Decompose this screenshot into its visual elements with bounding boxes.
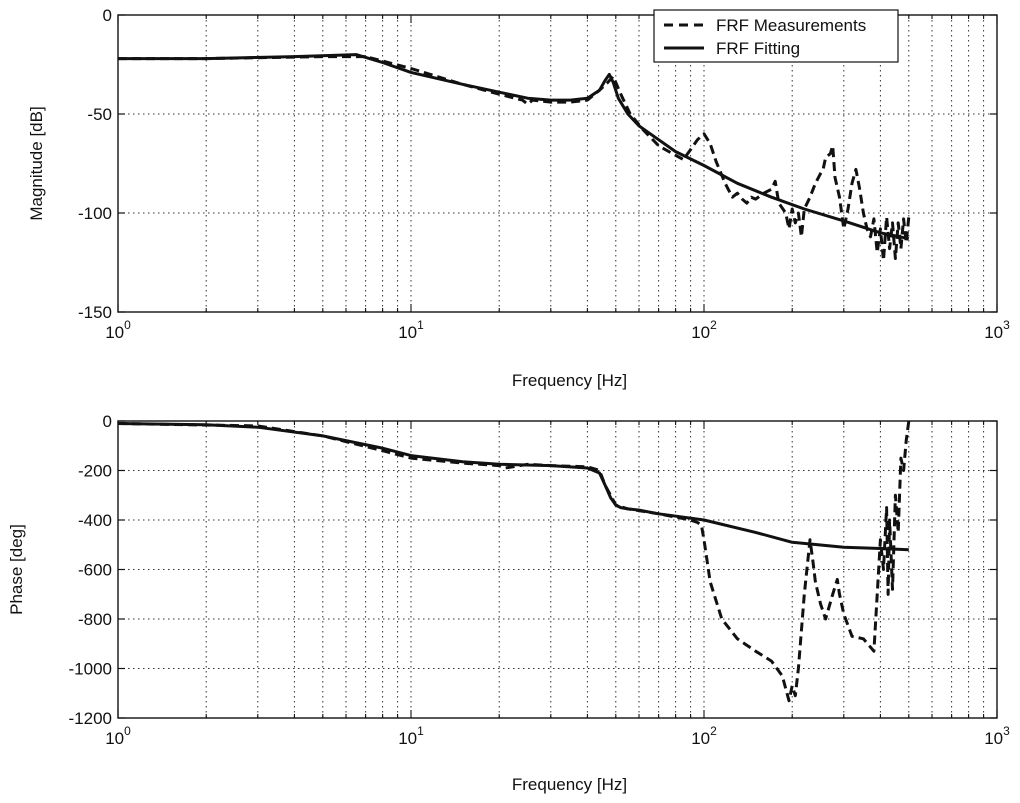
y-tick-label: -200 [78,462,112,481]
legend: FRF Measurements FRF Fitting [653,9,899,63]
y-tick-label: -1000 [69,660,112,679]
series-fitting-line [118,53,910,241]
legend-label: FRF Measurements [716,16,866,35]
y-axis-label: Magnitude [dB] [27,106,46,220]
series-measurements-line [118,55,911,262]
y-tick-label: -150 [78,303,112,322]
x-tick-label: 100 [105,318,131,342]
legend-label: FRF Fitting [716,39,800,58]
x-tick-label: 103 [984,724,1010,748]
x-tick-label: 101 [398,724,424,748]
x-tick-label: 100 [105,724,131,748]
x-tick-label: 101 [398,318,424,342]
legend-box [653,9,899,63]
y-tick-label: -600 [78,561,112,580]
x-axis-label: Frequency [Hz] [512,371,627,390]
x-tick-label: 102 [691,318,717,342]
y-tick-label: -100 [78,204,112,223]
x-tick-label: 102 [691,724,717,748]
axes-box [117,14,998,313]
y-tick-label: -800 [78,610,112,629]
y-axis-label: Phase [deg] [7,524,26,615]
y-tick-label: -50 [87,105,112,124]
y-tick-label: 0 [103,412,112,431]
x-tick-label: 103 [984,318,1010,342]
y-tick-label: 0 [103,6,112,25]
series-measurements-line [118,421,911,703]
series-fitting-line [118,422,909,552]
y-tick-label: -1200 [69,709,112,728]
x-axis-label: Frequency [Hz] [512,775,627,794]
y-tick-label: -400 [78,511,112,530]
